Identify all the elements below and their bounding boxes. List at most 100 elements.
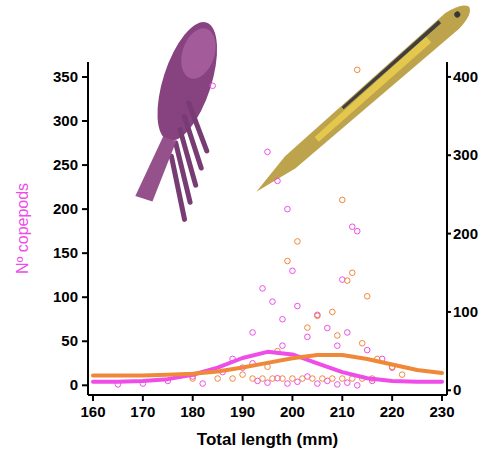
illustrations (124, 0, 476, 219)
x-tick-label: 160 (80, 403, 105, 420)
scatter-point (270, 376, 276, 382)
scatter-point (285, 381, 291, 387)
y-tick (82, 208, 88, 210)
x-tick-label: 180 (180, 403, 205, 420)
y-tick-label: 200 (53, 200, 78, 217)
y-tick (82, 384, 88, 386)
y2-tick-label: 0 (453, 381, 461, 398)
x-axis-title: Total length (mm) (197, 430, 338, 449)
fish-illustration (249, 0, 476, 199)
scatter-point (295, 303, 301, 309)
scatter-point (344, 380, 350, 386)
scatter-point (305, 325, 311, 331)
scatter-point (305, 334, 311, 340)
x-tick (441, 395, 443, 401)
x-tick (391, 395, 393, 401)
scatter-point (250, 330, 256, 336)
x-tick (192, 395, 194, 401)
scatter-point (240, 372, 246, 378)
fit-line (93, 355, 442, 375)
scatter-point (344, 278, 350, 284)
scatter-point (295, 239, 301, 245)
scatter-point (335, 333, 341, 339)
scatter-point (260, 286, 266, 292)
scatter-point (354, 383, 360, 389)
y-tick (82, 164, 88, 166)
y2-tick (447, 311, 451, 313)
y-tick-label: 350 (53, 68, 78, 85)
plot-area (93, 67, 442, 388)
scatter-point (280, 316, 286, 322)
scatter-point (399, 372, 405, 378)
scatter-point (200, 381, 206, 387)
y-tick (82, 252, 88, 254)
y2-tick-label: 200 (453, 225, 478, 242)
y-tick-label: 150 (53, 244, 78, 261)
fish-back (340, 20, 441, 109)
fish-stripe (313, 36, 432, 141)
scatter-point (215, 376, 221, 382)
y-tick-label: 250 (53, 156, 78, 173)
scatter-point (310, 376, 316, 382)
scatter-point (325, 325, 331, 331)
scatter-point (270, 299, 276, 305)
y-tick-label: 50 (61, 332, 78, 349)
scatter-point (230, 376, 236, 382)
fit-line (93, 352, 442, 382)
y-tick-label: 0 (70, 376, 78, 393)
scatter-point (330, 309, 336, 315)
y2-tick (447, 389, 451, 391)
y2-tick (447, 233, 451, 235)
scatter-point (280, 343, 286, 349)
chart: 1601701801902002102202300501001502002503… (0, 0, 481, 462)
scatter-point (339, 197, 345, 203)
scatter-point (349, 224, 355, 230)
scatter-point (275, 178, 281, 184)
y2-tick-label: 100 (453, 303, 478, 320)
scatter-point (339, 376, 345, 382)
line-layer (93, 352, 442, 382)
x-tick (242, 395, 244, 401)
scatter-point (335, 382, 341, 388)
x-tick-label: 200 (280, 403, 305, 420)
y-tick-label: 100 (53, 288, 78, 305)
scatter-point (335, 343, 341, 349)
x-tick-label: 170 (130, 403, 155, 420)
scatter-point (364, 293, 370, 299)
x-tick-label: 190 (230, 403, 255, 420)
copepod-tail (135, 134, 176, 203)
x-tick (341, 395, 343, 401)
y-tick-label: 300 (53, 112, 78, 129)
scatter-point (265, 149, 271, 155)
scatter-point (359, 340, 365, 346)
fish-body (249, 0, 476, 199)
scatter-point (344, 330, 350, 336)
fish-eye (453, 10, 461, 18)
y2-tick (447, 76, 451, 78)
scatter-point (265, 380, 271, 386)
scatter-point (290, 376, 296, 382)
y-axis-title: Nº copepods (14, 183, 31, 274)
scatter-point (354, 228, 360, 234)
x-tick-label: 210 (330, 403, 355, 420)
y-tick (82, 76, 88, 78)
scatter-point (315, 313, 321, 319)
scatter-point (349, 270, 355, 276)
axes: 1601701801902002102202300501001502002503… (53, 62, 478, 420)
y-tick (82, 296, 88, 298)
scatter-point (364, 347, 370, 353)
y-tick (82, 340, 88, 342)
x-tick (92, 395, 94, 401)
scatter-point (300, 376, 306, 382)
scatter-point (250, 376, 256, 382)
scatter-point (285, 206, 291, 212)
scatter-point (260, 376, 266, 382)
copepod-head (175, 24, 222, 83)
scatter-point (280, 376, 286, 382)
x-tick (291, 395, 293, 401)
scatter-point (290, 268, 296, 274)
scatter-point (320, 376, 326, 382)
scatter-point (210, 83, 216, 89)
x-tick-label: 230 (429, 403, 454, 420)
x-tick (142, 395, 144, 401)
